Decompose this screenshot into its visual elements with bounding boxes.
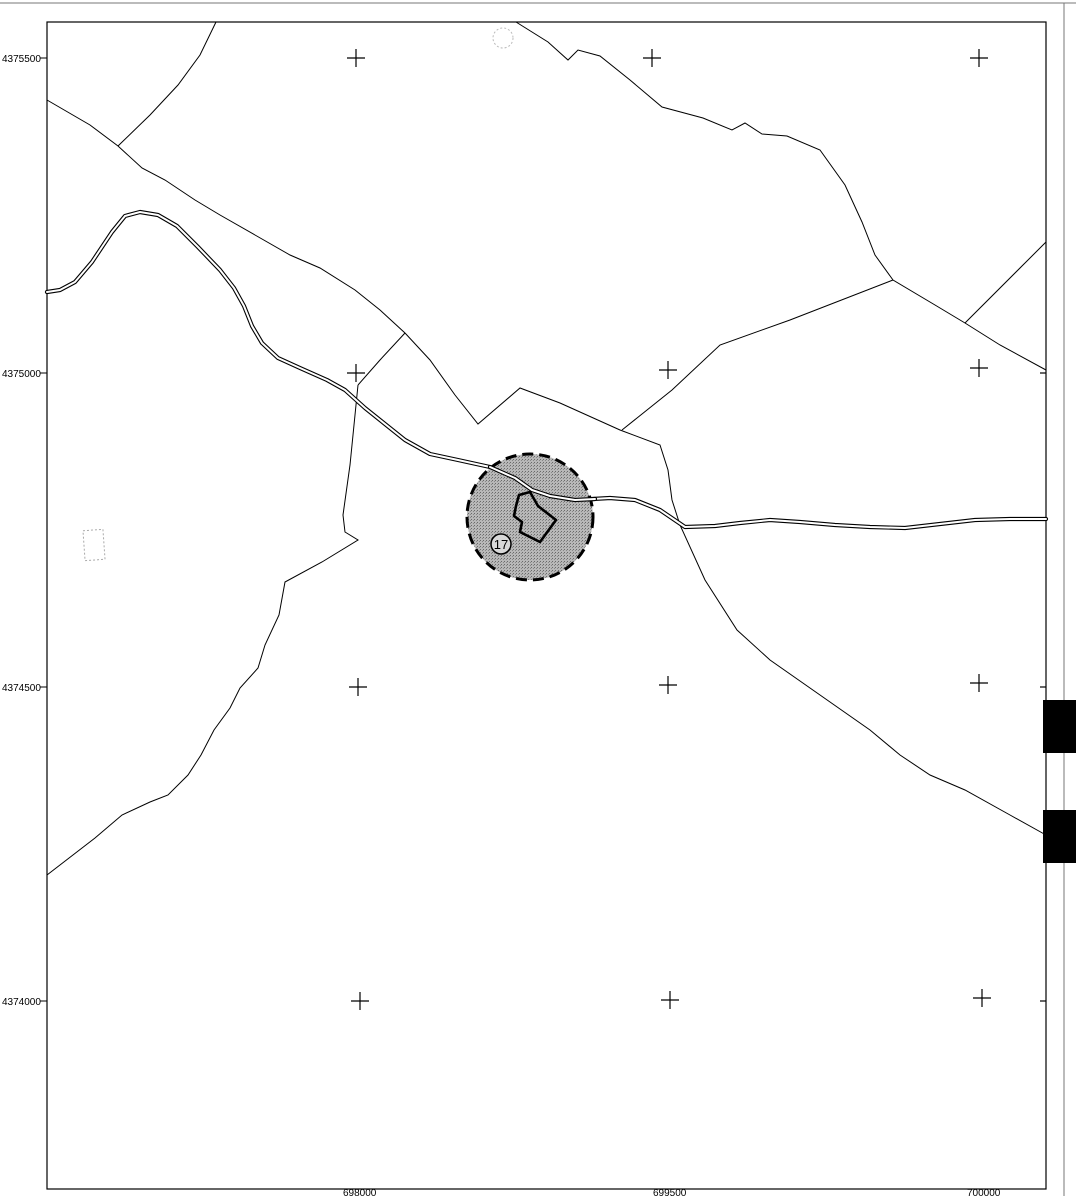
boundary-north-west	[117, 21, 217, 147]
grid-crosses	[347, 49, 1046, 1010]
grid-cross	[661, 991, 679, 1009]
x-label-700000: 700000	[967, 1188, 1001, 1196]
grid-cross	[973, 989, 991, 1007]
boundary-center-nw	[357, 332, 406, 386]
boundary-center-ne	[621, 279, 894, 431]
grid-cross	[347, 49, 365, 67]
road-over-buffer	[487, 464, 598, 503]
boundary-right-diagonal	[964, 241, 1047, 324]
road	[44, 209, 1049, 531]
grid-cross	[970, 49, 988, 67]
y-label-4375500: 4375500	[2, 54, 41, 65]
grid-cross	[970, 359, 988, 377]
grid-cross	[349, 678, 367, 696]
boundary-lines	[46, 21, 1047, 876]
x-label-698000: 698000	[343, 1188, 377, 1196]
site-label-marker	[490, 533, 512, 555]
map-frame	[46, 21, 1047, 1190]
grid-cross	[659, 676, 677, 694]
site-label-text: 17	[494, 537, 508, 552]
y-label-4374000: 4374000	[2, 997, 41, 1008]
grid-cross	[347, 364, 365, 382]
y-label-4375000: 4375000	[2, 369, 41, 380]
x-label-699500: 699500	[653, 1188, 687, 1196]
site-buffer-circle[interactable]	[465, 452, 595, 582]
faint-parcel	[82, 528, 106, 562]
boundary-center-west	[46, 384, 359, 876]
grid-cross	[351, 992, 369, 1010]
y-axis-ticks	[40, 57, 47, 1002]
grid-cross	[970, 674, 988, 692]
right-edge-marker-1	[1043, 700, 1076, 753]
boundary-west-long	[46, 99, 1047, 836]
y-label-4374500: 4374500	[2, 683, 41, 694]
grid-cross	[643, 49, 661, 67]
faint-circle	[492, 27, 514, 49]
site-parcel-outline[interactable]	[512, 490, 558, 544]
right-edge-marker-2	[1043, 810, 1076, 863]
grid-cross	[659, 361, 677, 379]
boundary-north-east	[515, 21, 1047, 371]
